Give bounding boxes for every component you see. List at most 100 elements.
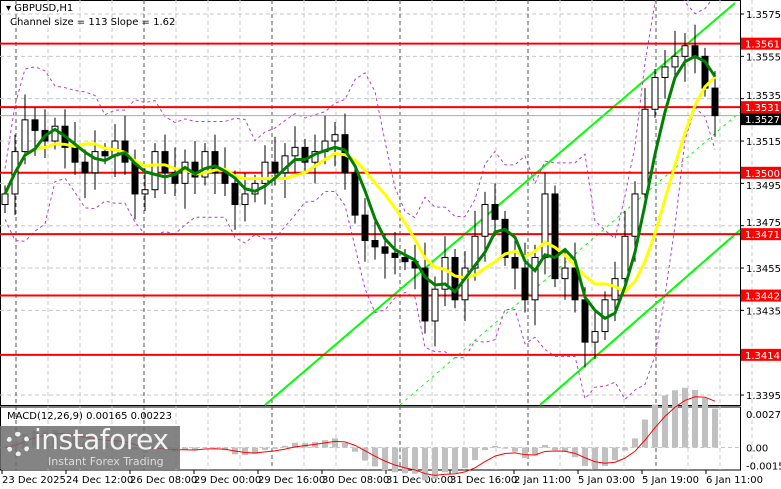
macd-tick-label: 0.00279 [746,410,781,421]
candle-body [331,134,339,142]
candle-body [231,182,239,206]
candle-body [501,218,509,258]
candle-body [301,146,309,163]
macd-histogram-bar [382,447,388,471]
current-price-tag [741,113,781,126]
macd-histogram-bar [592,447,598,470]
candle-body [141,189,149,195]
macd-histogram-bar [532,447,538,456]
bollinger-lower [4,106,716,401]
candle-body [561,267,569,280]
candle-body [101,151,109,157]
macd-histogram-bar [212,447,218,449]
x-tick-label: 23 Dec 2025 [2,475,66,486]
main-panel-frame [0,0,741,406]
macd-histogram-bar [442,447,448,473]
candle-body [551,193,559,280]
candle-body [21,119,29,153]
level-price-label: 1.3500 [745,169,780,180]
candle-body [641,108,649,195]
macd-histogram-bar [292,442,298,448]
x-tick-label: 29 Dec 00:00 [194,475,261,486]
candle-body [71,146,79,163]
candle-body [401,256,409,263]
macd-histogram-bar [692,390,698,448]
candle-body [441,256,449,290]
macd-histogram-bar [362,447,368,461]
candle-body [211,151,219,174]
candle-body [271,161,279,174]
candle-body [371,240,379,248]
x-tick-label: 31 Dec 16:00 [450,475,517,486]
candle-body [671,55,679,68]
macd-histogram-bar [402,447,408,474]
candle-body [391,252,399,258]
macd-histogram-bar [552,447,558,451]
bollinger-upper [4,0,713,240]
candle-body [481,204,489,237]
macd-histogram-bar [262,447,268,450]
macd-histogram-bar [332,438,338,448]
x-tick-label: 31 Dec 00:00 [386,475,453,486]
channel-info: Channel size = 113 Slope = 1.62 [10,17,176,28]
collapse-triangle-icon[interactable]: ▾ [6,3,12,14]
candle-body [261,161,269,184]
candle-body [51,125,59,142]
candle-body [1,193,9,206]
moving-average-fast [3,54,717,321]
macd-histogram-bar [572,447,578,458]
macd-histogram-bar [412,447,418,474]
macd-histogram-bar [272,447,278,449]
level-price-label: 1.3442 [745,292,780,303]
macd-tick-label: -0.0015 [746,462,781,473]
candle-body [521,267,529,301]
level-price-label: 1.3414 [745,351,780,362]
macd-histogram-bar [502,447,508,449]
candle-body [581,299,589,343]
candle-body [191,161,199,178]
macd-histogram-bar [612,447,618,461]
level-price-label: 1.3561 [745,40,780,51]
macd-histogram-bar [462,447,468,469]
logo-tagline: Instant Forex Trading [48,455,164,468]
macd-histogram-bar [432,447,438,479]
candle-body [201,151,209,178]
candle-body [381,246,389,254]
macd-histogram-bar [422,447,428,481]
x-tick-label: 6 Jan 11:00 [706,475,763,486]
candle-body [421,267,429,322]
candle-body [91,151,99,174]
y-tick-label: 1.3555 [746,52,781,63]
candle-body [431,288,439,322]
candle-body [621,235,629,280]
level-price-tag [741,348,781,361]
macd-histogram-bar [662,395,668,448]
candle-body [631,193,639,237]
macd-histogram-bar [322,440,328,448]
y-tick-label: 1.3535 [746,91,781,102]
macd-histogram-bar [702,397,708,448]
y-tick-label: 1.3395 [746,391,781,402]
candle-body [241,193,249,206]
y-tick-label: 1.3455 [746,264,781,275]
x-tick-label: 29 Dec 16:00 [258,475,325,486]
candle-body [681,45,689,57]
macd-histogram-bar [372,447,378,467]
y-tick-label: 1.3515 [746,137,781,148]
candle-body [661,66,669,79]
macd-histogram-bar [242,447,248,456]
level-price-tag [741,289,781,302]
candle-body [651,77,659,110]
y-tick-label: 1.3495 [746,181,781,192]
candle-body [531,256,539,301]
logo-text: instaforex [34,423,169,456]
candle-body [461,267,469,301]
macd-histogram-bar [182,447,188,450]
macd-histogram-bar [632,438,638,448]
candle-body [291,146,299,157]
macd-histogram-bar [712,408,718,448]
candle-body [451,256,459,301]
macd-histogram-bar [562,447,568,452]
